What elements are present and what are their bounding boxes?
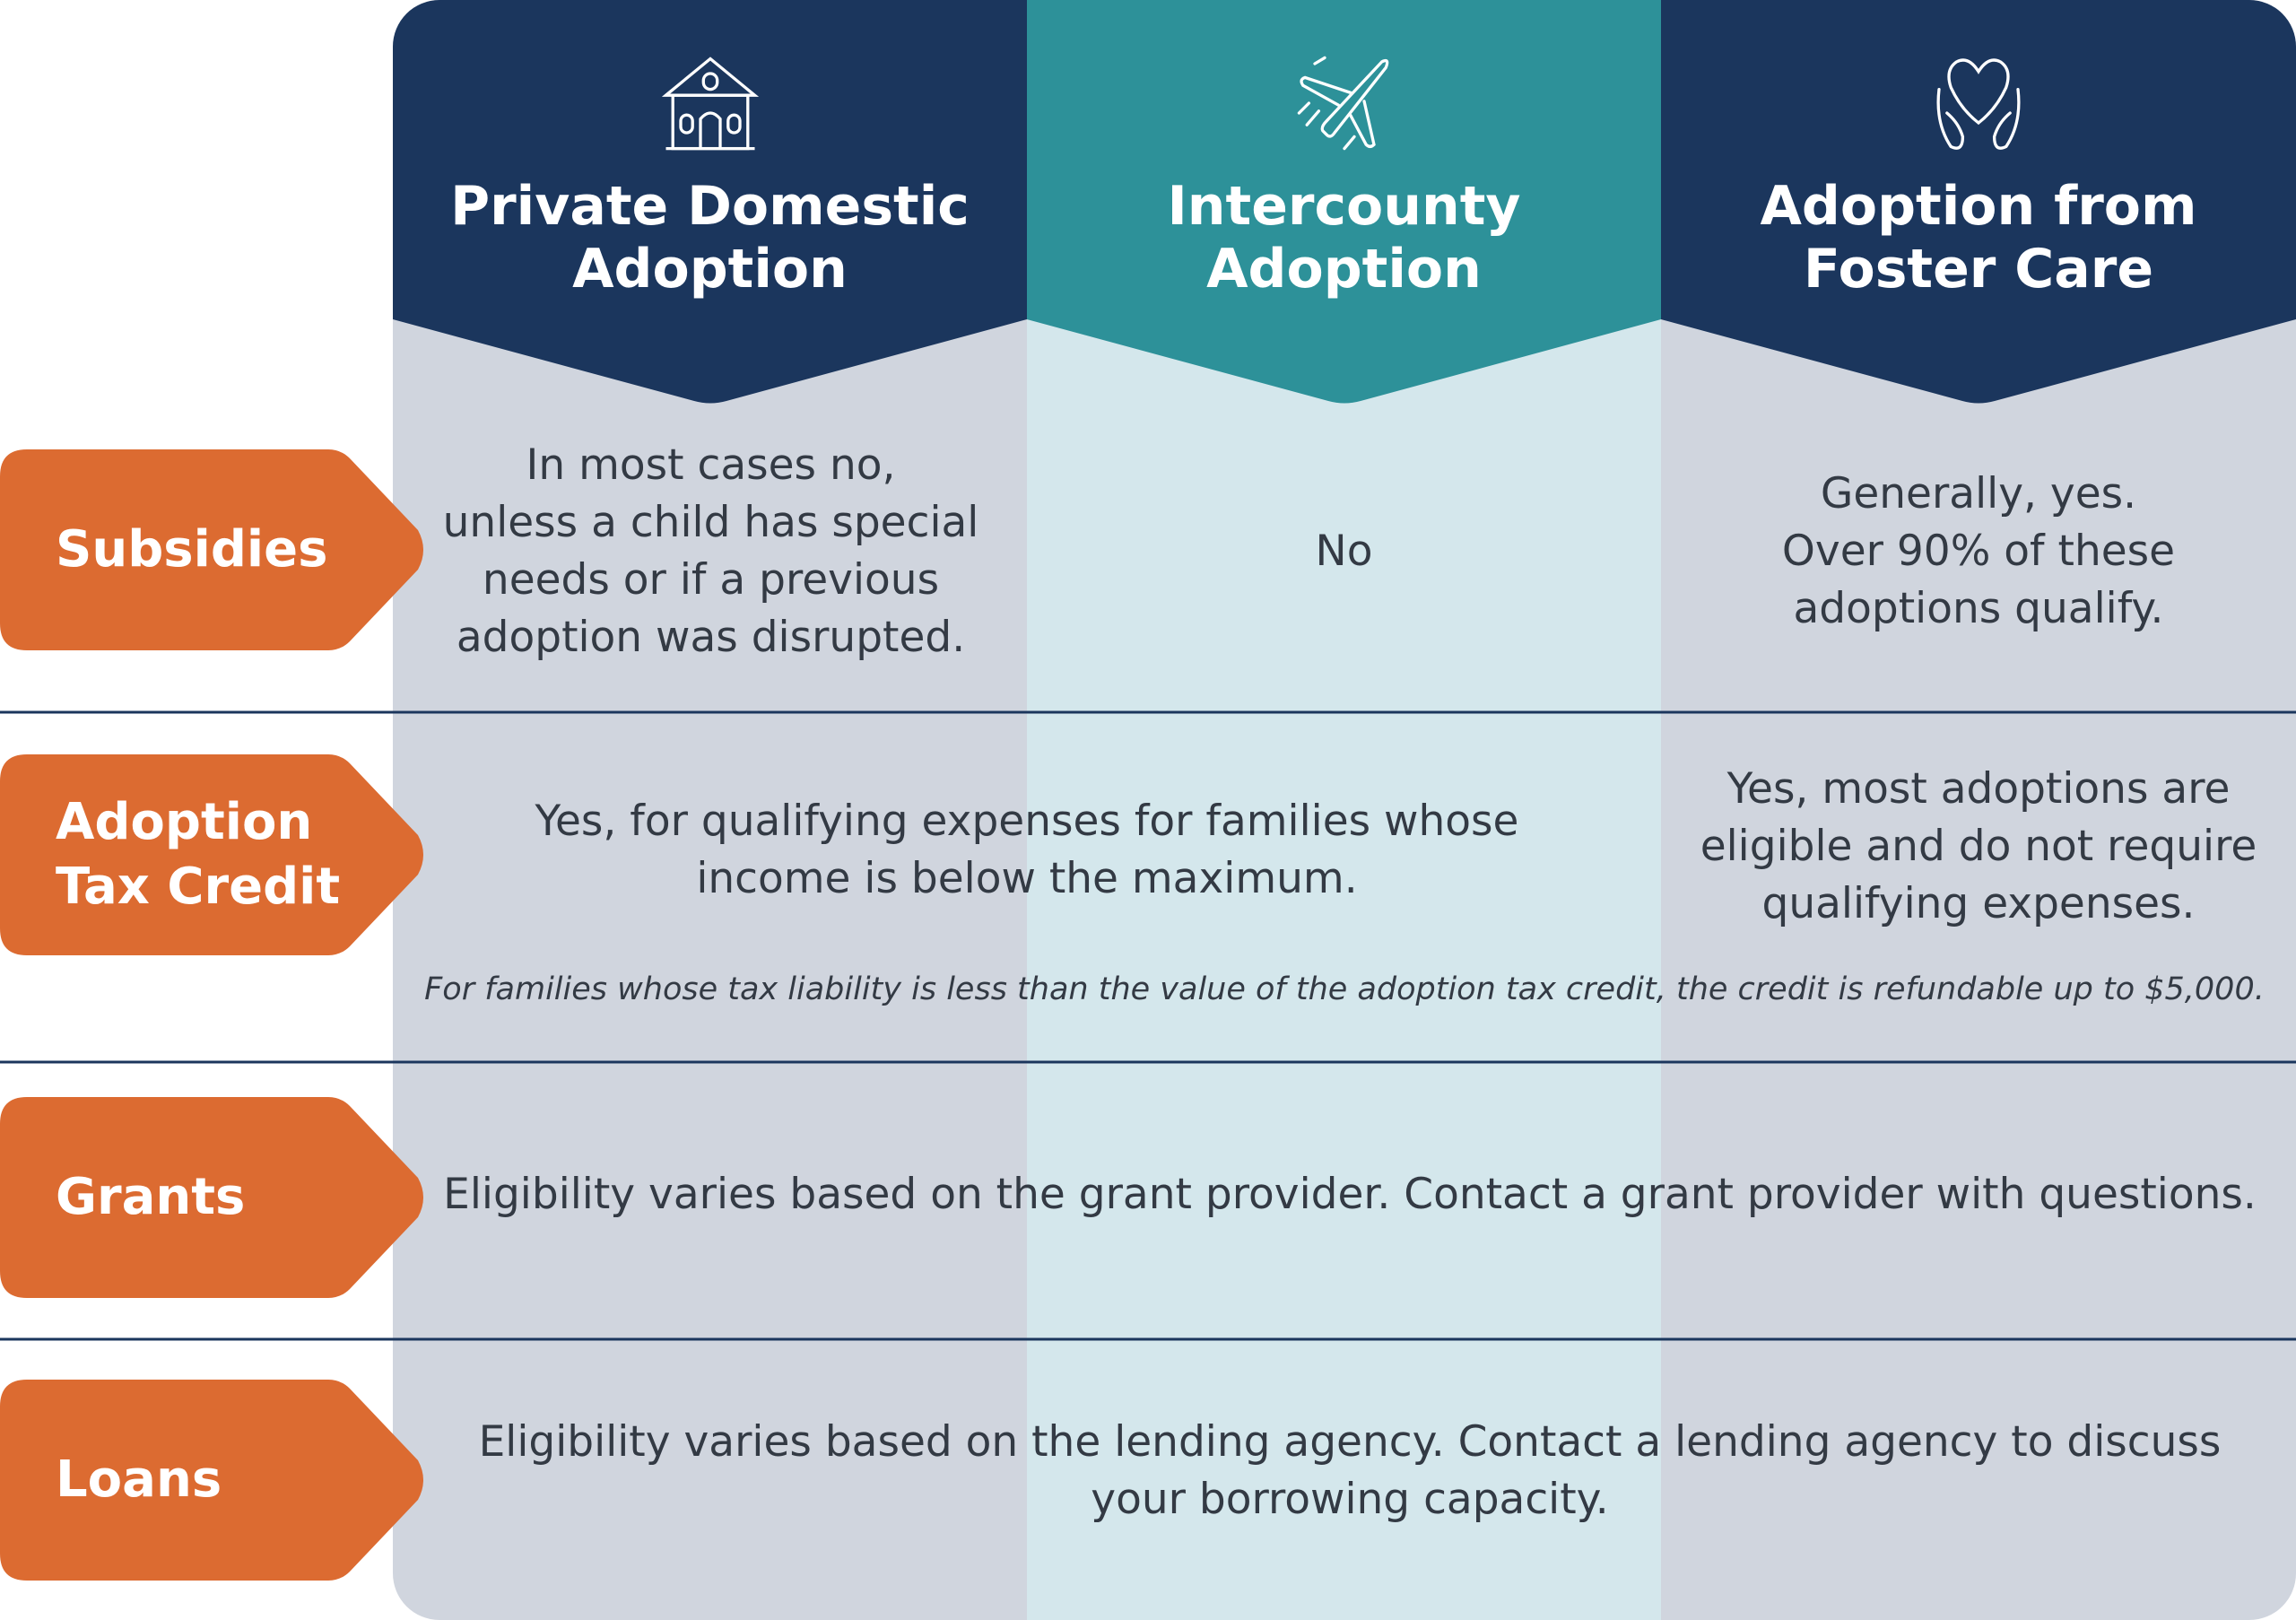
tax-credit-foster: Yes, most adoptions are eligible and do … (1700, 764, 2257, 928)
tag-label: Loans (56, 1450, 222, 1509)
airplane-icon (1297, 56, 1389, 151)
loans-all: Eligibility varies based on the lending … (478, 1417, 2222, 1524)
column-title-intercountry: Intercounty Adoption (1167, 175, 1521, 300)
header-private (393, 0, 1027, 404)
house-icon (661, 57, 760, 151)
subsidies-intercountry: No (1315, 527, 1373, 576)
grants-all: Eligibility varies based on the grant pr… (443, 1170, 2257, 1219)
subsidies-foster: Generally, yes. Over 90% of these adopti… (1781, 469, 2176, 633)
header-foster (1661, 0, 2296, 404)
tag-label: Subsidies (56, 520, 328, 579)
row-label-grants: Grants (0, 1097, 428, 1298)
column-title-foster: Adoption from Foster Care (1760, 175, 2197, 300)
row-label-loans: Loans (0, 1380, 428, 1581)
tag-shape (0, 1097, 423, 1298)
tax-credit-private-intercountry: Yes, for qualifying expenses for familie… (535, 797, 1519, 903)
tag-shape (0, 449, 423, 650)
tag-shape (0, 1380, 423, 1581)
tag-label: Grants (56, 1168, 246, 1226)
tax-credit-note: For families whose tax liability is less… (424, 971, 2265, 1007)
subsidies-private: In most cases no, unless a child has spe… (442, 440, 979, 662)
column-title-private: Private Domestic Adoption (450, 175, 970, 300)
row-label-tax-credit: Adoption Tax Credit (0, 754, 428, 955)
heart-hands-icon (1936, 58, 2021, 150)
header-intercountry (1027, 0, 1661, 404)
tag-label: Adoption Tax Credit (56, 793, 341, 916)
row-label-subsidies: Subsidies (0, 449, 428, 650)
tag-shape (0, 754, 423, 955)
